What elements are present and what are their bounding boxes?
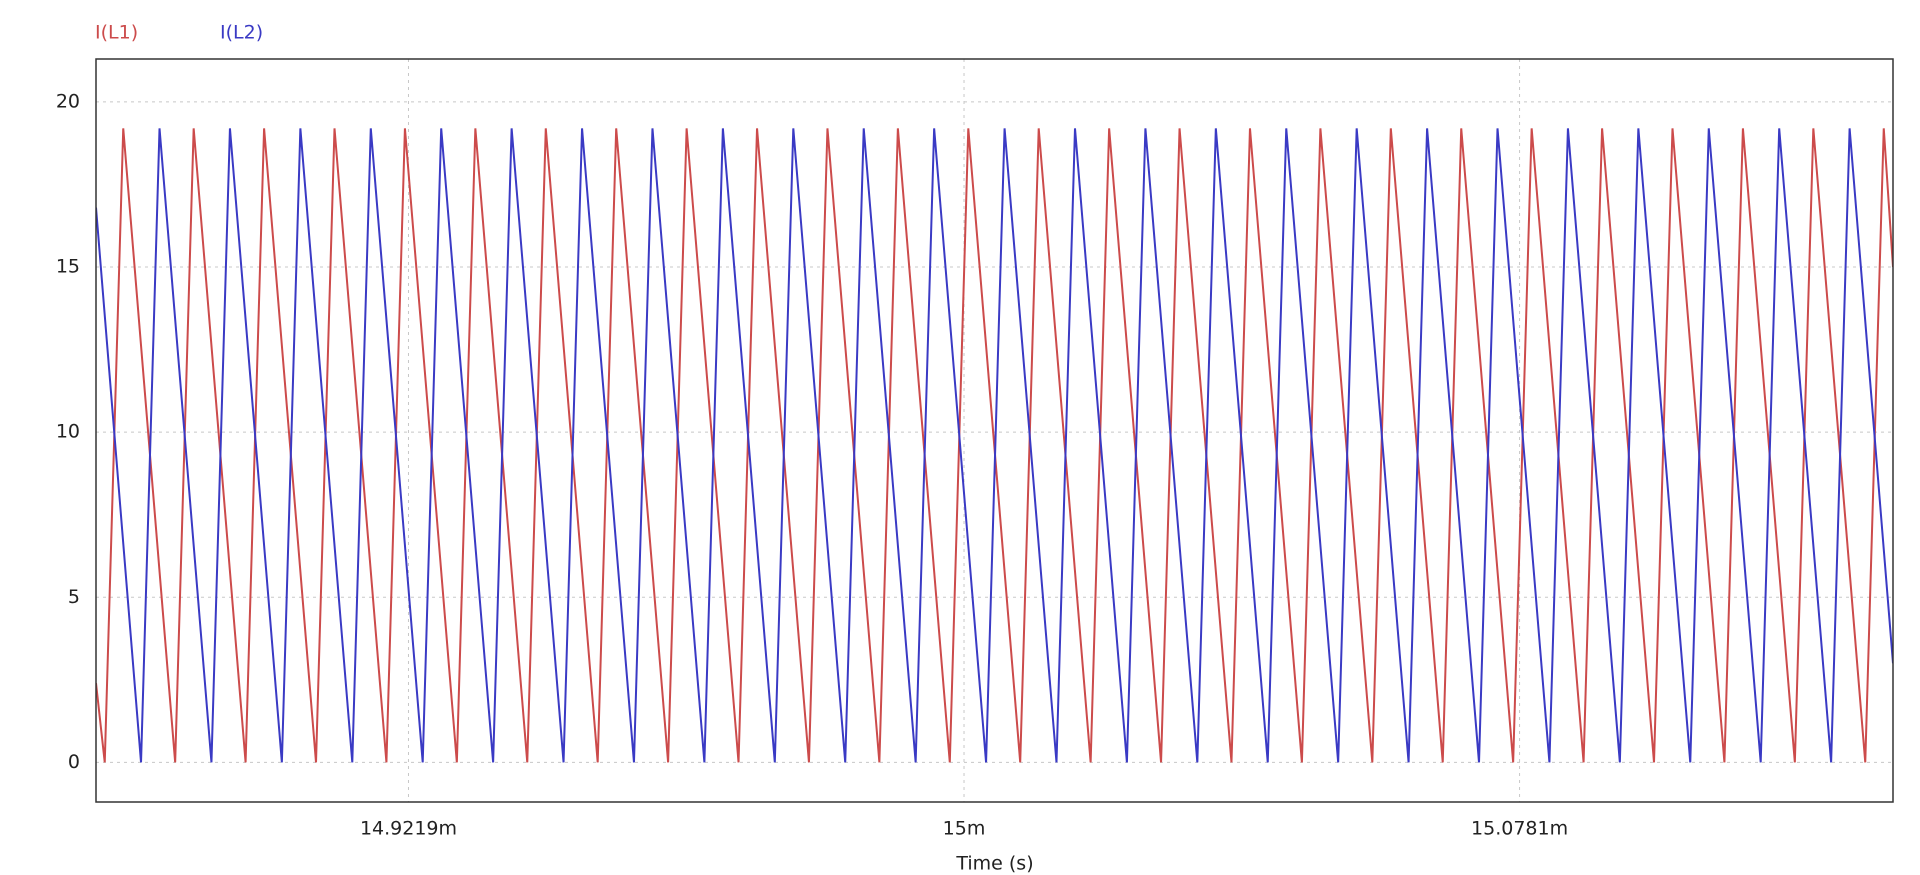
series-line — [96, 128, 1893, 763]
plot-lines — [96, 128, 1893, 763]
x-tick-label: 15.0781m — [1471, 818, 1568, 840]
y-tick-label: 0 — [68, 751, 80, 773]
y-tick-label: 10 — [56, 421, 80, 443]
x-tick-label: 14.9219m — [360, 818, 457, 840]
x-axis-label: Time (s) — [955, 853, 1033, 875]
x-tick-label: 15m — [943, 818, 986, 840]
series-line — [96, 128, 1893, 763]
legend-entry: I(L1) — [95, 22, 138, 44]
y-tick-label: 5 — [68, 586, 80, 608]
legend-entry: I(L2) — [220, 22, 263, 44]
plot-frame — [95, 58, 1894, 803]
plot-area — [96, 59, 1893, 802]
y-tick-label: 20 — [56, 90, 80, 112]
y-tick-label: 15 — [56, 256, 80, 278]
